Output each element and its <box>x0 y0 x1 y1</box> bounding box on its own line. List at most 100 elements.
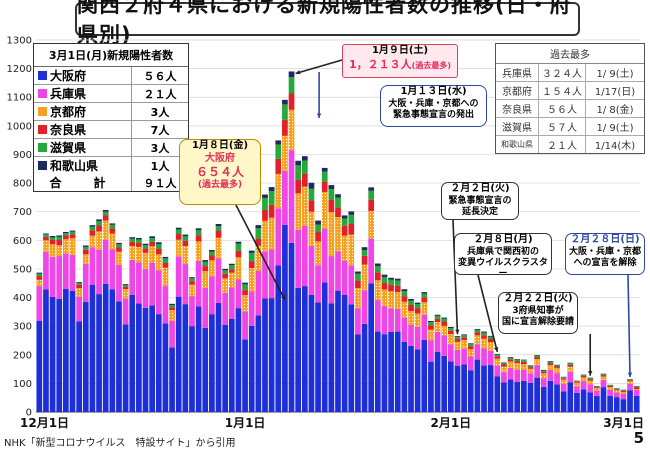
bar-segment-1 <box>408 345 414 412</box>
past-max-count: ５６人 <box>539 100 586 117</box>
bar-segment-6 <box>481 331 487 333</box>
bar-segment-4 <box>195 235 202 242</box>
bar-segment-1 <box>613 397 620 412</box>
bar-segment-3 <box>580 377 587 382</box>
bar-segment-4 <box>308 200 315 212</box>
bar-segment-4 <box>428 325 434 330</box>
bar-segment-3 <box>295 193 302 231</box>
bar-segment-6 <box>295 160 302 166</box>
bar-segment-3 <box>82 254 89 264</box>
y-tick-label: 800 <box>13 179 32 190</box>
bar-segment-5 <box>520 360 527 362</box>
bar-segment-5 <box>215 226 222 231</box>
bar-segment-1 <box>547 380 554 412</box>
bar-segment-6 <box>63 232 69 234</box>
bar-segment-1 <box>308 294 315 412</box>
bar-segment-3 <box>361 264 368 291</box>
past-max-date: 1/ 9(土) <box>596 69 634 80</box>
bar-segment-4 <box>122 286 129 290</box>
bar-segment-5 <box>328 189 335 200</box>
bar-segment-3 <box>109 233 116 250</box>
past-max-row: 京都府 １５４人 1/17(日) <box>496 82 644 100</box>
bar-segment-5 <box>242 284 248 291</box>
bar-segment-4 <box>607 385 613 388</box>
bar-segment-2 <box>96 249 102 295</box>
bar-segment-2 <box>514 369 521 382</box>
bar-segment-1 <box>248 325 255 412</box>
bar-segment-5 <box>321 171 328 182</box>
bar-segment-6 <box>315 220 321 225</box>
bar-segment-3 <box>235 257 242 280</box>
bar-segment-2 <box>368 238 375 284</box>
bar-segment-3 <box>335 217 341 252</box>
bar-segment-5 <box>209 251 215 256</box>
bar-segment-4 <box>388 284 394 292</box>
legend-row: 奈良県 7人 <box>34 121 188 139</box>
bar-segment-6 <box>242 282 248 285</box>
bar-segment-2 <box>282 171 288 225</box>
bar-segment-5 <box>600 373 607 376</box>
bar-segment-3 <box>43 240 49 253</box>
bar-segment-4 <box>361 255 368 265</box>
bar-segment-4 <box>69 234 76 239</box>
bar-segment-4 <box>507 359 514 362</box>
legend-total-value: ９１人 <box>131 174 188 191</box>
bar-segment-6 <box>122 284 129 285</box>
bar-segment-5 <box>49 237 56 241</box>
bar-segment-2 <box>507 367 514 380</box>
bar-segment-5 <box>567 363 574 365</box>
bar-segment-1 <box>149 305 156 412</box>
bar-segment-3 <box>122 289 129 299</box>
bar-segment-2 <box>36 286 43 321</box>
bar-segment-5 <box>129 238 136 242</box>
bar-segment-4 <box>315 232 321 242</box>
bar-segment-5 <box>394 280 401 286</box>
legend-row: 和歌山県 1人 <box>34 157 188 174</box>
bar-segment-1 <box>580 389 587 412</box>
bar-segment-5 <box>255 228 262 239</box>
bar-segment-3 <box>189 284 195 297</box>
bar-segment-6 <box>540 369 547 371</box>
bar-segment-4 <box>209 255 215 261</box>
source-note: NHK「新型コロナウイルス 特設サイト」から引用 <box>4 438 236 449</box>
bar-segment-2 <box>129 259 136 295</box>
bar-segment-5 <box>116 244 122 248</box>
bar-segment-2 <box>494 365 501 377</box>
bar-segment-5 <box>461 335 467 338</box>
bar-segment-1 <box>76 321 82 412</box>
bar-segment-3 <box>301 186 308 226</box>
bar-segment-3 <box>534 359 540 366</box>
bar-segment-6 <box>487 335 494 337</box>
bar-segment-3 <box>567 366 574 372</box>
bar-segment-5 <box>607 385 613 386</box>
bar-segment-4 <box>116 247 122 252</box>
bar-segment-4 <box>82 249 89 255</box>
bar-segment-5 <box>507 357 514 360</box>
legend-swatch <box>38 71 47 80</box>
annotation-feb8-date: ２月８日(月) <box>473 234 533 245</box>
bar-segment-4 <box>202 266 209 272</box>
bar-segment-5 <box>633 386 640 388</box>
bar-segment-1 <box>501 382 507 412</box>
past-max-row: 和歌山県 ２１人 1/14(木) <box>496 136 644 153</box>
past-max-count: １５４人 <box>539 82 586 99</box>
annotation-feb28: ２月２８日(日) 大阪・兵庫・京都 への宣言を解除 <box>565 233 645 275</box>
bar-segment-2 <box>434 331 441 352</box>
annotation-feb2: ２月２日(火) 緊急事態宣言の 延長決定 <box>441 182 519 220</box>
legend-name: 滋賀県 <box>50 141 87 155</box>
bar-segment-3 <box>63 239 69 254</box>
bar-segment-5 <box>467 344 474 347</box>
bar-segment-4 <box>381 282 388 290</box>
x-tick-label: 1月1日 <box>225 416 266 430</box>
past-max-date: 1/14(木) <box>594 141 636 152</box>
bar-segment-4 <box>102 215 109 221</box>
bar-segment-6 <box>89 225 96 227</box>
bar-segment-1 <box>620 399 627 412</box>
bar-segment-2 <box>43 252 49 290</box>
legend-swatch <box>38 125 47 134</box>
bar-segment-2 <box>175 256 182 297</box>
bar-segment-3 <box>255 245 262 271</box>
arrow-jan8 <box>235 204 286 301</box>
bar-segment-2 <box>401 317 408 342</box>
bar-segment-4 <box>169 307 175 311</box>
